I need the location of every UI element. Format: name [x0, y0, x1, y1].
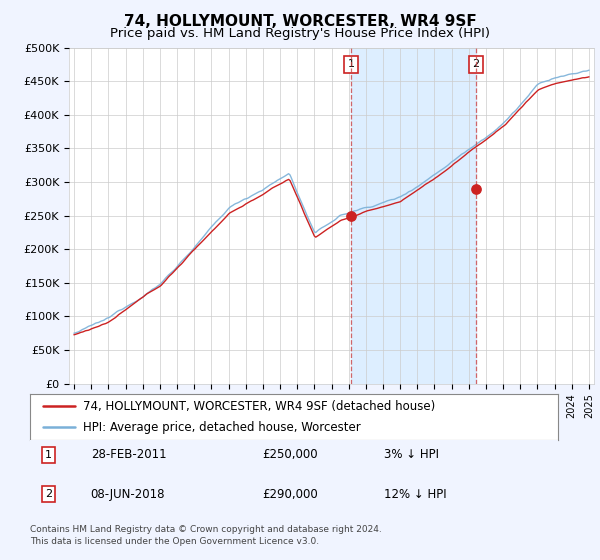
Text: 2: 2 [473, 59, 479, 69]
Text: 08-JUN-2018: 08-JUN-2018 [91, 488, 165, 501]
Text: Contains HM Land Registry data © Crown copyright and database right 2024.
This d: Contains HM Land Registry data © Crown c… [30, 525, 382, 546]
Text: £250,000: £250,000 [262, 448, 318, 461]
Text: £290,000: £290,000 [262, 488, 318, 501]
Text: HPI: Average price, detached house, Worcester: HPI: Average price, detached house, Worc… [83, 421, 361, 433]
Point [472, 184, 481, 193]
Text: 3% ↓ HPI: 3% ↓ HPI [384, 448, 439, 461]
Text: 12% ↓ HPI: 12% ↓ HPI [384, 488, 446, 501]
Text: 1: 1 [348, 59, 355, 69]
Text: 28-FEB-2011: 28-FEB-2011 [91, 448, 166, 461]
Text: 74, HOLLYMOUNT, WORCESTER, WR4 9SF (detached house): 74, HOLLYMOUNT, WORCESTER, WR4 9SF (deta… [83, 400, 435, 413]
Text: 2: 2 [45, 489, 52, 499]
Text: 1: 1 [45, 450, 52, 460]
Text: 74, HOLLYMOUNT, WORCESTER, WR4 9SF: 74, HOLLYMOUNT, WORCESTER, WR4 9SF [124, 14, 476, 29]
Text: Price paid vs. HM Land Registry's House Price Index (HPI): Price paid vs. HM Land Registry's House … [110, 27, 490, 40]
Point [346, 211, 356, 220]
Bar [351, 48, 476, 384]
